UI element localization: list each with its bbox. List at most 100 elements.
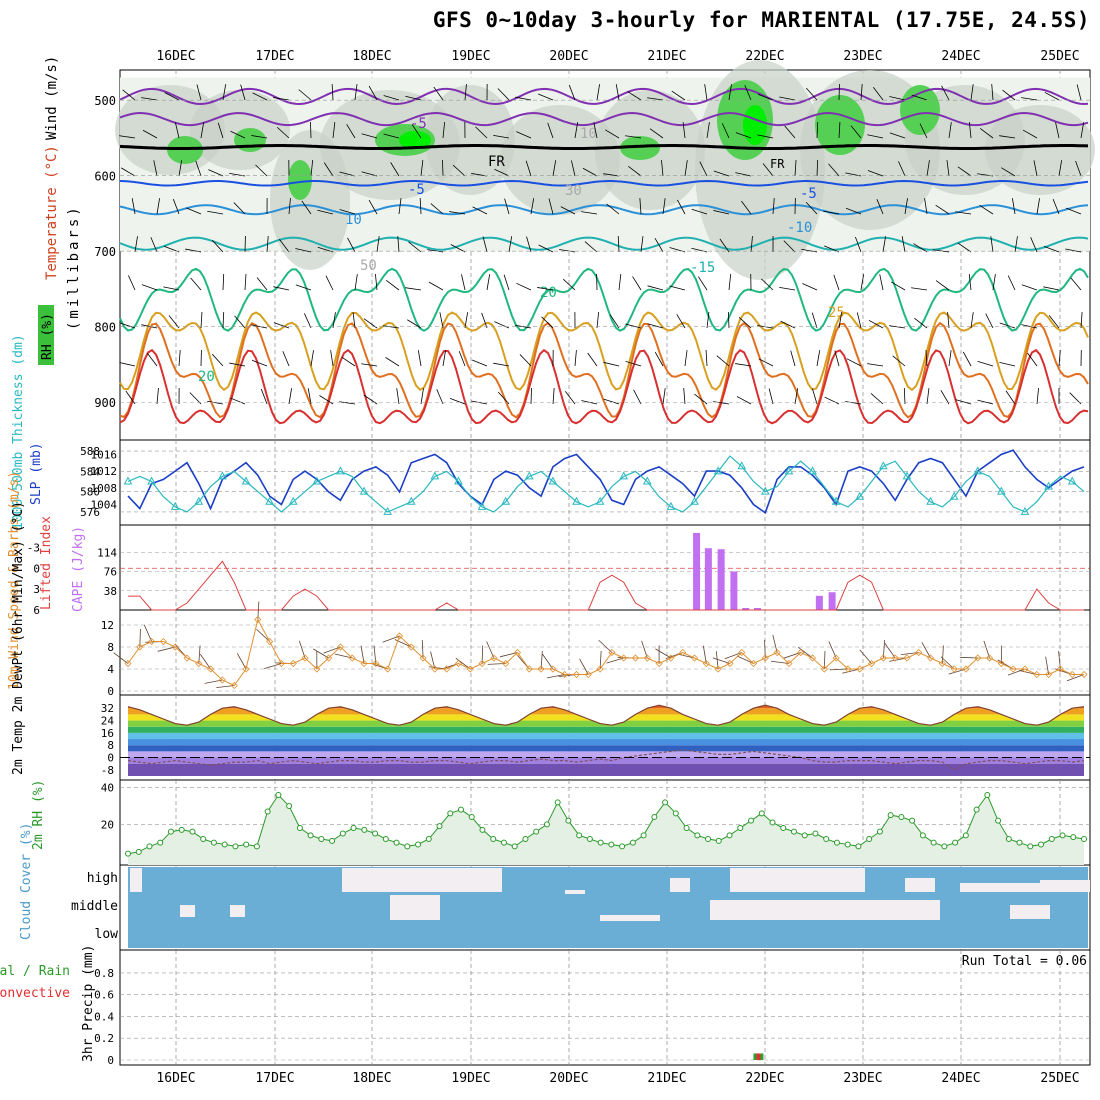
- wind-barb: [323, 646, 341, 654]
- wind-barb: [587, 352, 598, 367]
- wind-barb: [721, 123, 730, 139]
- wind-barb: [310, 121, 312, 139]
- wind-barb: [617, 235, 620, 253]
- rh-marker: [490, 836, 497, 842]
- wind-barb: [1044, 92, 1060, 101]
- wind-barb: [516, 131, 532, 139]
- y-tick-label: 600: [94, 170, 116, 184]
- wind-barb: [442, 122, 446, 139]
- wind-barb: [530, 198, 535, 215]
- cape-bar: [753, 607, 761, 610]
- wind-speed-marker: [749, 659, 758, 668]
- wind-barb: [890, 281, 906, 291]
- wind-barb: [1021, 97, 1038, 101]
- wind-barb: [828, 163, 840, 177]
- wind-speed-marker: [608, 648, 616, 657]
- wind-barb: [1043, 246, 1060, 253]
- wind-barb: [941, 85, 950, 101]
- wind-speed-line: [127, 618, 1084, 687]
- contour-label: -5: [410, 116, 427, 132]
- wind-speed-marker: [950, 665, 958, 673]
- rh-marker: [737, 825, 744, 831]
- wind-barb: [962, 351, 972, 367]
- wind-barb: [256, 628, 270, 642]
- rh-area: [128, 795, 1084, 865]
- wind-barb: [164, 92, 180, 101]
- wind-speed-marker: [148, 637, 156, 646]
- wind-barb: [882, 236, 887, 253]
- wind-barb: [892, 355, 906, 367]
- temp-band: [128, 720, 1084, 727]
- thickness-line: [127, 455, 1085, 513]
- wind-barb: [341, 356, 356, 367]
- date-label-bottom: 23DEC: [843, 1071, 882, 1086]
- date-label-bottom: 24DEC: [941, 1071, 980, 1086]
- wind-speed-marker: [242, 665, 250, 673]
- precip-legend-convective: Convective: [0, 986, 70, 1001]
- wind-barb: [970, 312, 974, 329]
- rh-marker: [984, 792, 991, 798]
- wind-barb: [921, 642, 931, 659]
- wind-barb: [676, 653, 695, 659]
- rh-marker: [640, 832, 647, 839]
- wind-speed-marker: [207, 665, 215, 673]
- rh-marker: [866, 836, 873, 842]
- thickness-marker: [666, 501, 676, 510]
- rh-marker: [597, 839, 604, 846]
- date-label-bottom: 16DEC: [156, 1071, 195, 1086]
- wind-barb: [407, 319, 422, 329]
- y-tick-label: -8: [101, 764, 114, 777]
- wind-speed-marker: [891, 654, 899, 662]
- rh-marker: [576, 832, 583, 839]
- wind-barb: [347, 237, 356, 253]
- wind-speed-marker: [620, 654, 628, 662]
- temp-line: [127, 704, 1085, 726]
- wind-barb: [301, 200, 312, 215]
- wind-speed-marker: [879, 654, 887, 662]
- wind-barb: [428, 281, 444, 291]
- wind-speed-marker: [797, 648, 805, 657]
- rh-marker: [973, 806, 980, 813]
- wind-barb: [542, 654, 554, 670]
- rh-marker: [1048, 836, 1055, 842]
- wind-barb: [339, 171, 356, 177]
- wind-barb: [541, 316, 554, 329]
- wind-barb: [1019, 670, 1037, 675]
- wind-speed-marker: [561, 670, 569, 679]
- y-tick-label: 576: [80, 506, 100, 519]
- wind-barb: [790, 350, 796, 367]
- rh-marker: [221, 841, 228, 848]
- wind-barb: [741, 200, 752, 215]
- rh-marker: [962, 832, 969, 839]
- rh-marker: [898, 814, 905, 820]
- wind-barb: [230, 130, 246, 139]
- wind-barb: [298, 640, 306, 659]
- date-label-top: 22DEC: [745, 49, 784, 64]
- wind-barb: [736, 655, 754, 664]
- date-label-bottom: 21DEC: [647, 1071, 686, 1086]
- wind-barb: [142, 129, 158, 139]
- wind-barb: [515, 96, 532, 101]
- thickness-marker: [194, 496, 204, 505]
- rh-marker: [350, 825, 357, 831]
- wind-barb: [683, 388, 686, 405]
- wind-barb: [383, 95, 400, 101]
- wind-barb: [632, 276, 642, 291]
- wind-barb: [999, 135, 1016, 139]
- wind-barb: [870, 393, 884, 405]
- wind-barb: [207, 400, 224, 405]
- wind-barb: [682, 122, 686, 139]
- contour-label: 20: [540, 285, 557, 301]
- wind-barb: [784, 125, 796, 139]
- wind-barb: [1055, 122, 1060, 139]
- panel-frame-thick: [119, 439, 1091, 526]
- wind-barb: [458, 350, 466, 367]
- wind-barb: [654, 351, 664, 367]
- date-label-bottom: 18DEC: [352, 1071, 391, 1086]
- rh-marker: [952, 839, 959, 846]
- rh-marker: [855, 843, 862, 850]
- contour-label: 10: [580, 126, 597, 142]
- wind-barb: [876, 199, 884, 215]
- wind-barb: [251, 324, 268, 329]
- wind-barb: [236, 653, 247, 670]
